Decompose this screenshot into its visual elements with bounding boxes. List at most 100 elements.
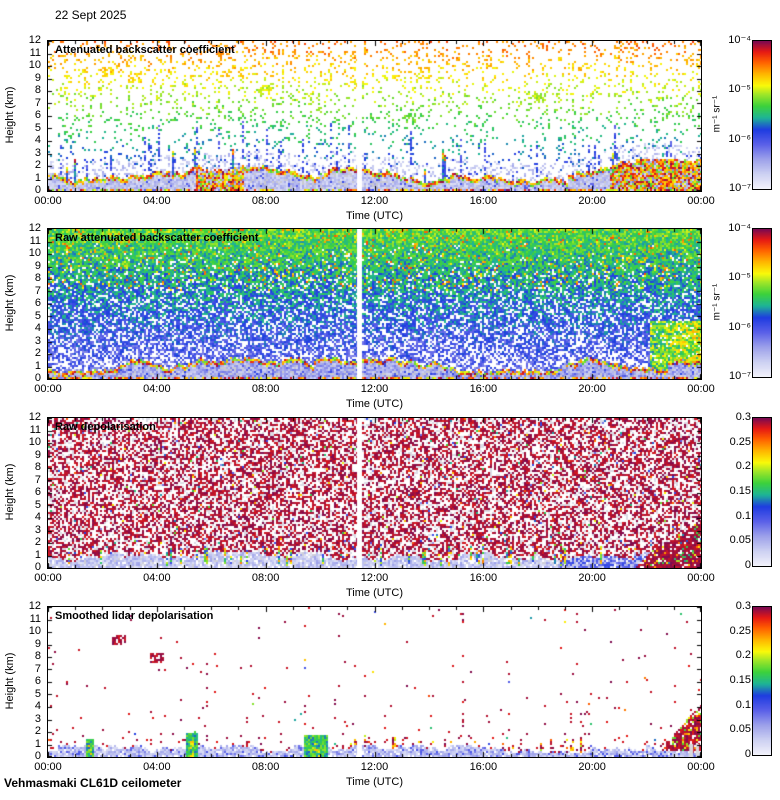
x-tick-label: 12:00 bbox=[360, 572, 389, 584]
panel-title: Attenuated backscatter coefficient bbox=[55, 44, 235, 56]
x-tick-label: 20:00 bbox=[578, 195, 606, 207]
y-tick-label: 1 bbox=[34, 171, 41, 184]
colorbar-tick-label: 0.15 bbox=[729, 674, 751, 686]
heatmap-canvas bbox=[48, 41, 701, 191]
colorbar-tick-label: 0.1 bbox=[735, 698, 751, 711]
panel-smoothed-depolarisation: Height (km) 0 1 2 3 4 5 6 7 8 9 10 11 12 Smoothed li… bbox=[0, 600, 780, 796]
plot-area: Raw attenuated backscatter coefficient bbox=[47, 228, 702, 380]
colorbar: 0.3 0.25 0.2 0.15 0.1 0.05 0 bbox=[700, 412, 780, 571]
x-tick-label: 20:00 bbox=[578, 383, 606, 395]
colorbar-tick-label: 0.2 bbox=[735, 460, 751, 473]
colorbar-tick-label: 10⁻⁷ bbox=[728, 182, 751, 194]
y-tick-label: 2 bbox=[34, 159, 41, 171]
y-tick-label: 3 bbox=[34, 712, 41, 725]
y-axis-label: Height (km) bbox=[4, 274, 16, 332]
y-tick-label: 0 bbox=[34, 184, 41, 196]
y-tick-label: 6 bbox=[34, 109, 41, 121]
x-tick-label: 08:00 bbox=[251, 572, 280, 584]
x-tick-label: 12:00 bbox=[360, 195, 389, 207]
y-tick-label: 11 bbox=[29, 612, 41, 625]
panel-raw-depolarisation: Height (km) 0 1 2 3 4 5 6 7 8 9 10 11 12 Raw depolar… bbox=[0, 411, 780, 607]
y-tick-label: 8 bbox=[34, 461, 41, 473]
x-tick-label: 20:00 bbox=[578, 761, 606, 773]
y-tick-label: 10 bbox=[28, 59, 41, 71]
colorbar-tick-label: 10⁻⁷ bbox=[728, 370, 751, 382]
colorbar-gradient-canvas bbox=[753, 229, 771, 377]
plot-area: Attenuated backscatter coefficient bbox=[47, 40, 702, 192]
colorbar-tick-label: 10⁻⁶ bbox=[728, 132, 751, 145]
colorbar-tick-label: 0.25 bbox=[729, 624, 751, 637]
panel-raw-attenuated-backscatter: Height (km) 0 1 2 3 4 5 6 7 8 9 10 11 12 Raw attenua… bbox=[0, 222, 780, 418]
y-tick-label: 0 bbox=[34, 372, 41, 384]
panel-title: Raw attenuated backscatter coefficient bbox=[55, 232, 259, 244]
colorbar-tick-label: 10⁻⁵ bbox=[728, 271, 751, 284]
y-tick-label: 2 bbox=[34, 347, 41, 359]
y-axis-label: Height (km) bbox=[4, 652, 16, 710]
y-tick-label: 1 bbox=[34, 548, 41, 561]
colorbar-tick-label: 0.3 bbox=[735, 411, 751, 423]
x-axis-label: Time (UTC) bbox=[345, 587, 404, 599]
x-tick-label: 16:00 bbox=[469, 195, 498, 207]
y-tick-label: 6 bbox=[34, 297, 41, 309]
x-tick-label: 16:00 bbox=[469, 761, 498, 773]
colorbar-unit-label: m⁻¹ sr⁻¹ bbox=[711, 95, 723, 133]
y-tick-label: 0 bbox=[34, 750, 41, 762]
y-tick-label: 9 bbox=[34, 259, 41, 272]
x-axis-label: Time (UTC) bbox=[345, 776, 404, 788]
y-tick-label: 3 bbox=[34, 146, 41, 159]
x-tick-label: 12:00 bbox=[360, 761, 389, 773]
colorbar-gradient-canvas bbox=[753, 607, 771, 755]
y-tick-label: 3 bbox=[34, 334, 41, 347]
y-tick-label: 2 bbox=[34, 536, 41, 548]
x-axis-label: Time (UTC) bbox=[345, 210, 404, 222]
colorbar: 0.3 0.25 0.2 0.15 0.1 0.05 0 bbox=[700, 601, 780, 760]
colorbar-tick-label: 10⁻⁵ bbox=[728, 83, 751, 96]
colorbar-gradient bbox=[752, 606, 772, 756]
y-tick-labels: 0 1 2 3 4 5 6 7 8 9 10 11 12 bbox=[16, 600, 44, 762]
heatmap-canvas bbox=[48, 607, 701, 757]
colorbar-gradient-canvas bbox=[753, 418, 771, 566]
plot-area: Raw depolarisation bbox=[47, 417, 702, 569]
colorbar-tick-label: 10⁻⁴ bbox=[728, 34, 751, 46]
x-tick-label: 00:00 bbox=[34, 761, 62, 773]
y-tick-label: 1 bbox=[34, 359, 41, 372]
panel-title: Raw depolarisation bbox=[55, 421, 156, 433]
x-tick-labels: 00:00 04:00 08:00 12:00 16:00 20:00 00:00 bbox=[34, 761, 715, 774]
y-tick-label: 9 bbox=[34, 637, 41, 650]
colorbar-gradient-canvas bbox=[753, 41, 771, 189]
y-tick-label: 3 bbox=[34, 523, 41, 536]
x-tick-labels: 00:00 04:00 08:00 12:00 16:00 20:00 00:00 bbox=[34, 383, 715, 396]
y-tick-label: 5 bbox=[34, 498, 41, 511]
y-tick-label: 4 bbox=[34, 322, 41, 334]
y-tick-label: 9 bbox=[34, 71, 41, 84]
y-tick-label: 4 bbox=[34, 134, 41, 146]
y-tick-label: 7 bbox=[34, 284, 41, 297]
y-tick-label: 11 bbox=[29, 234, 41, 247]
x-tick-label: 12:00 bbox=[360, 383, 389, 395]
x-tick-label: 08:00 bbox=[251, 761, 280, 773]
station-instrument-label: Vehmasmaki CL61D ceilometer bbox=[4, 776, 182, 790]
x-tick-label: 00:00 bbox=[34, 195, 62, 207]
x-tick-label: 04:00 bbox=[143, 383, 171, 395]
y-tick-labels: 0 1 2 3 4 5 6 7 8 9 10 11 12 bbox=[16, 411, 44, 573]
colorbar-tick-label: 0.2 bbox=[735, 649, 751, 662]
y-tick-label: 9 bbox=[34, 448, 41, 461]
y-tick-label: 0 bbox=[34, 561, 41, 573]
y-tick-label: 2 bbox=[34, 725, 41, 737]
y-tick-label: 11 bbox=[29, 46, 41, 59]
colorbar-tick-label: 0.05 bbox=[729, 534, 751, 547]
x-tick-labels: 00:00 04:00 08:00 12:00 16:00 20:00 00:00 bbox=[34, 195, 715, 208]
heatmap-canvas bbox=[48, 229, 701, 379]
colorbar-tick-label: 10⁻⁴ bbox=[728, 222, 751, 234]
y-tick-label: 8 bbox=[34, 272, 41, 284]
y-tick-label: 4 bbox=[34, 700, 41, 712]
x-tick-label: 08:00 bbox=[251, 195, 280, 207]
y-tick-label: 10 bbox=[28, 436, 41, 448]
y-tick-label: 12 bbox=[28, 600, 41, 612]
x-tick-label: 00:00 bbox=[687, 383, 715, 395]
date-label: 22 Sept 2025 bbox=[55, 8, 127, 22]
y-tick-label: 12 bbox=[28, 222, 41, 234]
x-tick-labels: 00:00 04:00 08:00 12:00 16:00 20:00 00:00 bbox=[34, 572, 715, 585]
y-tick-label: 8 bbox=[34, 84, 41, 96]
